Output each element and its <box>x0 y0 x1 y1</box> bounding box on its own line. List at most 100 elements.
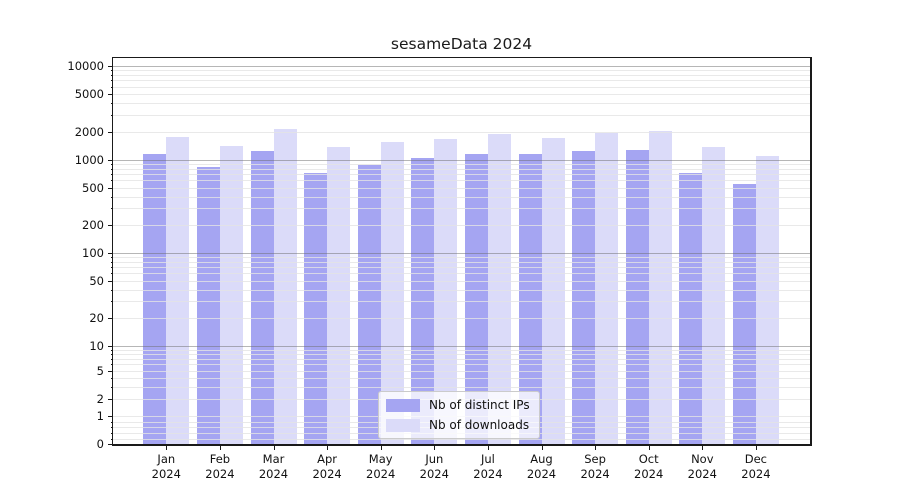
x-tick-label-feb: Feb 2024 <box>193 452 247 482</box>
gridline-minor <box>113 280 810 282</box>
x-tick-month: Jan <box>157 452 176 467</box>
x-tick-label-jun: Jun 2024 <box>407 452 461 482</box>
spine-left <box>111 56 113 446</box>
x-tick <box>487 445 490 450</box>
x-tick-year: 2024 <box>419 467 449 482</box>
bar-ips-jun <box>411 157 435 445</box>
y-tick <box>108 444 113 446</box>
chart-title: sesameData 2024 <box>390 35 533 53</box>
x-tick-label-jul: Jul 2024 <box>461 452 515 482</box>
x-tick <box>595 445 597 450</box>
gridline-minor <box>113 364 810 366</box>
gridline-minor <box>113 377 810 379</box>
bar-ips-sep <box>572 151 596 445</box>
x-tick-label-sep: Sep 2024 <box>568 452 622 482</box>
y-tick <box>108 280 113 282</box>
bar-ips-oct <box>625 150 649 445</box>
y-tick-label: 0 <box>96 437 104 452</box>
gridline-major <box>113 346 810 347</box>
y-tick <box>108 94 113 96</box>
gridline-minor <box>113 289 810 291</box>
x-tick-year: 2024 <box>473 467 503 482</box>
y-tick-label: 10000 <box>67 59 104 73</box>
y-tick <box>108 159 113 161</box>
gridline-minor <box>113 349 810 351</box>
spine-bottom <box>113 444 812 446</box>
gridline-minor <box>113 70 810 72</box>
x-tick <box>648 445 650 450</box>
y-tick-label: 2000 <box>74 124 104 139</box>
y-tick-label: 50 <box>89 273 104 288</box>
gridline-major <box>113 66 810 67</box>
bar-downloads-aug <box>541 137 565 445</box>
gridline-minor <box>113 173 810 175</box>
bar-downloads-apr <box>327 147 351 445</box>
x-tick-month: Jul <box>480 452 495 467</box>
bar-ips-dec <box>732 183 756 445</box>
x-tick <box>755 445 758 450</box>
y-tick-label: 2 <box>96 392 104 407</box>
y-tick-label: 10 <box>89 339 104 353</box>
gridline-minor <box>113 256 810 258</box>
gridline-minor <box>113 86 810 88</box>
x-tick-month: Aug <box>530 452 553 467</box>
bar-downloads-sep <box>595 132 619 445</box>
y-tick <box>108 66 113 68</box>
gridline-minor <box>113 371 810 372</box>
x-tick-month: Mar <box>262 452 285 467</box>
x-tick-label-mar: Mar 2024 <box>247 452 301 482</box>
gridline-minor <box>113 131 810 133</box>
bar-downloads-jun <box>434 138 458 445</box>
gridline-major <box>113 252 810 254</box>
spine-top <box>113 56 812 58</box>
y-tick-label: 1000 <box>74 152 104 167</box>
gridline-minor <box>113 196 810 198</box>
x-tick-label-dec: Dec 2024 <box>729 452 783 482</box>
bar-ips-mar <box>250 151 274 445</box>
x-tick <box>434 445 436 450</box>
gridline-minor <box>113 208 810 210</box>
x-tick-label-apr: Apr 2024 <box>300 452 354 482</box>
gridline-minor <box>113 354 810 356</box>
bar-downloads-jul <box>487 133 511 445</box>
x-tick-year: 2024 <box>258 467 289 482</box>
x-tick-month: Dec <box>744 452 768 467</box>
y-tick <box>108 416 113 418</box>
y-tick <box>108 346 113 348</box>
gridline-minor <box>113 261 810 263</box>
y-tick <box>108 225 113 227</box>
gridline-minor <box>113 75 810 76</box>
legend-row-distinct-ips: Nb of distinct IPs <box>386 398 530 412</box>
gridline-minor <box>113 187 810 189</box>
gridline-minor <box>113 180 810 182</box>
y-tick <box>108 399 113 401</box>
x-tick-label-oct: Oct 2024 <box>622 452 676 482</box>
y-tick <box>108 131 113 133</box>
x-tick-month: Jun <box>425 452 444 467</box>
gridline-minor <box>113 318 810 319</box>
y-tick-label: 5 <box>96 364 104 378</box>
y-tick-label: 500 <box>82 180 104 195</box>
legend-swatch-downloads <box>386 418 420 432</box>
x-tick <box>541 445 543 450</box>
legend-label-downloads: Nb of downloads <box>429 418 530 432</box>
bar-downloads-mar <box>273 129 297 445</box>
x-tick-label-aug: Aug 2024 <box>515 452 569 482</box>
y-tick <box>108 371 113 373</box>
x-tick-year: 2024 <box>580 467 610 482</box>
bar-downloads-oct <box>648 130 672 445</box>
gridline-minor <box>113 386 810 388</box>
bar-ips-nov <box>679 173 703 445</box>
x-tick-label-may: May 2024 <box>354 452 408 482</box>
legend: Nb of distinct IPs Nb of downloads <box>378 391 540 439</box>
gridline-minor <box>113 163 810 165</box>
bar-downloads-may <box>380 141 404 445</box>
x-tick-label-nov: Nov 2024 <box>675 452 729 482</box>
x-tick-month: Feb <box>209 452 231 467</box>
x-tick-year: 2024 <box>634 467 664 482</box>
x-tick-year: 2024 <box>741 467 771 482</box>
y-tick-label: 20 <box>89 311 104 325</box>
gridline-minor <box>113 168 810 170</box>
y-tick <box>108 318 113 320</box>
